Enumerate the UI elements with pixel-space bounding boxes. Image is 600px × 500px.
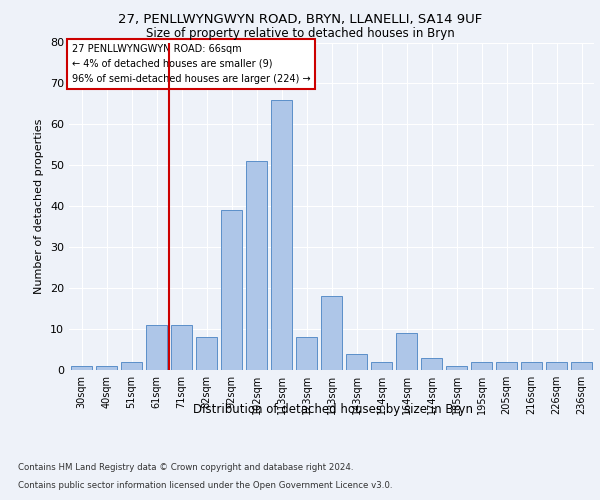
Bar (471, 362, 492, 370)
Text: Distribution of detached houses by size in Bryn: Distribution of detached houses by size … (193, 402, 473, 415)
Bar (96, 366, 117, 370)
Bar (396, 333, 417, 370)
Bar (221, 210, 242, 370)
Y-axis label: Number of detached properties: Number of detached properties (34, 118, 44, 294)
Bar (521, 362, 542, 370)
Bar (421, 358, 442, 370)
Bar (346, 354, 367, 370)
Bar (171, 325, 192, 370)
Bar (496, 362, 517, 370)
Bar (271, 100, 292, 370)
Bar (296, 337, 317, 370)
Bar (246, 161, 267, 370)
Bar (71, 366, 92, 370)
Bar (446, 366, 467, 370)
Bar (571, 362, 592, 370)
Text: Contains HM Land Registry data © Crown copyright and database right 2024.: Contains HM Land Registry data © Crown c… (18, 462, 353, 471)
Bar (196, 337, 217, 370)
Bar (146, 325, 167, 370)
Text: 27, PENLLWYNGWYN ROAD, BRYN, LLANELLI, SA14 9UF: 27, PENLLWYNGWYN ROAD, BRYN, LLANELLI, S… (118, 12, 482, 26)
Bar (371, 362, 392, 370)
Bar (321, 296, 342, 370)
Text: 27 PENLLWYNGWYN ROAD: 66sqm
← 4% of detached houses are smaller (9)
96% of semi-: 27 PENLLWYNGWYN ROAD: 66sqm ← 4% of deta… (71, 44, 310, 84)
Text: Contains public sector information licensed under the Open Government Licence v3: Contains public sector information licen… (18, 481, 392, 490)
Bar (546, 362, 567, 370)
Bar (121, 362, 142, 370)
Text: Size of property relative to detached houses in Bryn: Size of property relative to detached ho… (146, 28, 454, 40)
